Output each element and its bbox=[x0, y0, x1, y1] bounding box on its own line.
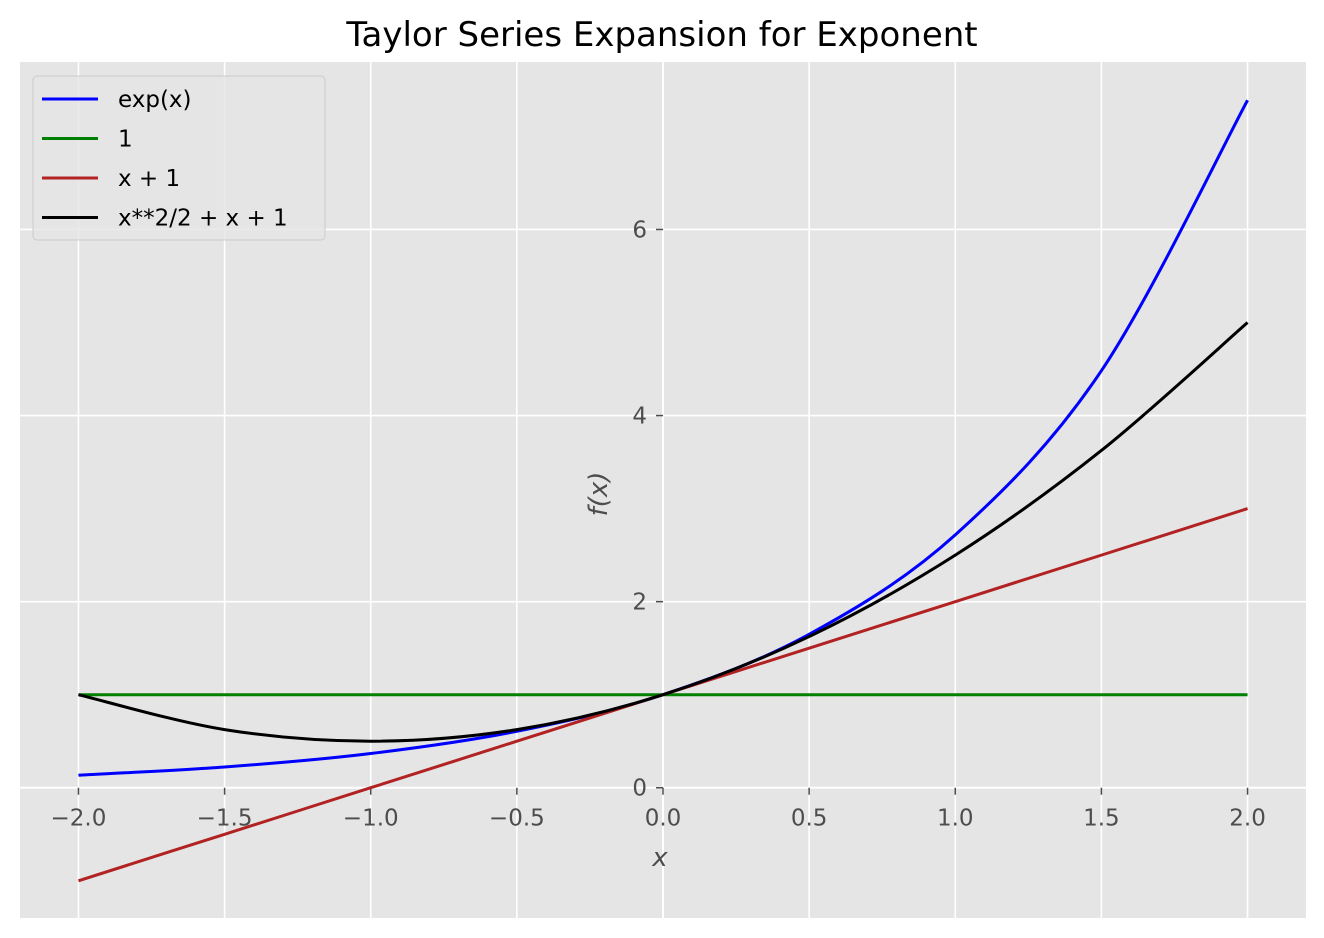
legend-label: x**2/2 + x + 1 bbox=[118, 206, 288, 232]
x-tick-label: 1.0 bbox=[937, 806, 974, 832]
x-tick-label: −0.5 bbox=[489, 806, 545, 832]
x-tick-label: −1.5 bbox=[197, 806, 253, 832]
legend-label: exp(x) bbox=[118, 87, 192, 113]
x-tick-label: 1.5 bbox=[1083, 806, 1120, 832]
legend: exp(x) 1 x + 1 x**2/2 + x + 1 bbox=[32, 75, 326, 241]
x-axis-label: x bbox=[651, 843, 668, 873]
x-tick-label: −2.0 bbox=[51, 806, 107, 832]
legend-box bbox=[32, 75, 326, 241]
series-lines bbox=[77, 99, 1249, 883]
x-tick-label: 0.5 bbox=[791, 806, 828, 832]
x-tick-label: 2.0 bbox=[1229, 806, 1266, 832]
y-axis-label: f(x) bbox=[584, 472, 614, 517]
x-tick-label: −1.0 bbox=[343, 806, 399, 832]
legend-label: x + 1 bbox=[118, 166, 180, 192]
x-tick-label: 0.0 bbox=[645, 806, 682, 832]
y-tick-label: 6 bbox=[632, 217, 647, 243]
y-tick-label: 4 bbox=[632, 404, 647, 430]
chart-title: Taylor Series Expansion for Exponent bbox=[345, 15, 977, 55]
series-line-4 bbox=[78, 321, 1249, 743]
legend-label: 1 bbox=[118, 127, 133, 153]
y-tick-label: 2 bbox=[632, 590, 647, 616]
tick-labels: −2.0 −1.5 −1.0 −0.5 0.0 0.5 1.0 1.5 2.0 0 2 4 6 bbox=[51, 217, 1266, 831]
axes bbox=[20, 62, 1306, 918]
y-tick-label: 0 bbox=[632, 776, 647, 802]
